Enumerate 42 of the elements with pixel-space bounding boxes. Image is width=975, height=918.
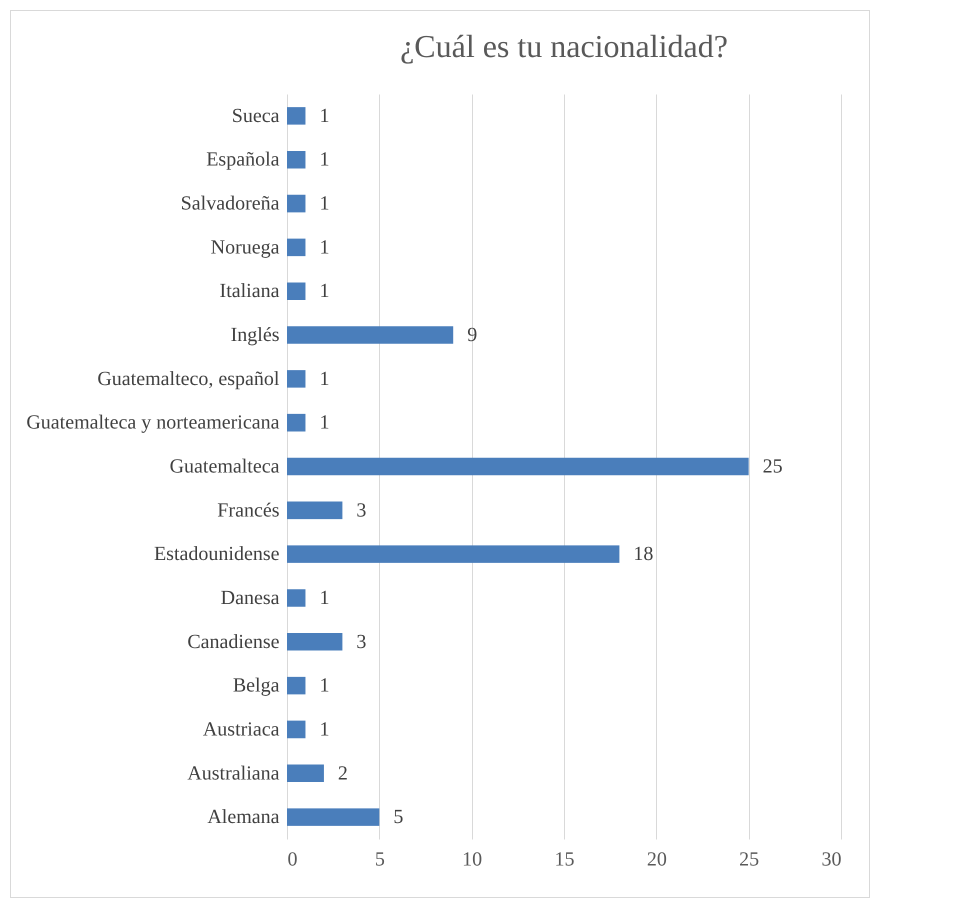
y-tick-label: Austriaca [202,718,280,740]
y-tick-label: Española [206,148,280,171]
x-tick-label: 10 [462,848,482,870]
x-tick-label: 15 [554,848,574,870]
y-tick-label: Sueca [232,104,280,127]
data-label: 1 [319,280,330,302]
y-tick-label: Salvadoreña [180,192,280,215]
x-tick-label: 0 [288,848,298,870]
data-label: 1 [319,412,330,434]
y-tick-label: Australiana [187,762,280,784]
data-label: 1 [319,104,330,127]
data-label: 1 [319,718,330,740]
data-label: 1 [319,192,330,215]
data-label: 1 [319,368,330,390]
data-label: 1 [319,586,330,609]
x-tick-label: 25 [739,848,760,870]
y-tick-label: Belga [232,674,280,697]
data-label: 5 [393,806,404,828]
y-tick-label: Guatemalteco, español [97,368,280,390]
data-label: 1 [319,674,330,697]
x-tick-label: 20 [646,848,667,870]
data-label: 25 [762,456,783,478]
data-label: 9 [467,324,478,346]
y-tick-label: Francés [217,499,280,522]
data-label: 1 [319,148,330,171]
y-tick-label: Danesa [220,586,280,609]
data-label: 18 [633,543,654,566]
data-label: 3 [356,630,366,653]
y-tick-label: Alemana [207,806,280,828]
y-tick-label: Italiana [220,280,280,302]
y-tick-label: Inglés [230,324,280,346]
data-label: 2 [338,762,348,784]
y-tick-label: Noruega [210,236,280,258]
x-tick-label: 30 [822,848,842,870]
y-tick-label: Guatemalteca [170,456,280,478]
chart-title: ¿Cuál es tu nacionalidad? [400,28,728,64]
data-label: 1 [319,236,330,258]
x-tick-label: 5 [374,848,385,870]
data-label: 3 [356,499,366,522]
y-tick-label: Guatemalteca y norteamericana [26,412,280,434]
y-tick-label: Canadiense [187,630,280,653]
y-tick-label: Estadounidense [154,543,280,566]
